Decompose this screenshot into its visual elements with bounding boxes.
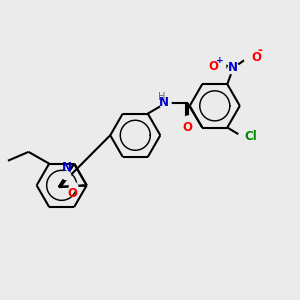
Text: -: - bbox=[258, 44, 263, 57]
Text: N: N bbox=[228, 61, 238, 74]
Text: O: O bbox=[67, 187, 77, 200]
Text: +: + bbox=[216, 56, 224, 64]
Text: O: O bbox=[182, 121, 193, 134]
Text: H: H bbox=[158, 92, 166, 102]
Text: O: O bbox=[208, 60, 218, 73]
Text: Cl: Cl bbox=[244, 130, 257, 143]
Text: O: O bbox=[251, 51, 261, 64]
Text: N: N bbox=[159, 96, 169, 109]
Text: N: N bbox=[61, 161, 71, 175]
